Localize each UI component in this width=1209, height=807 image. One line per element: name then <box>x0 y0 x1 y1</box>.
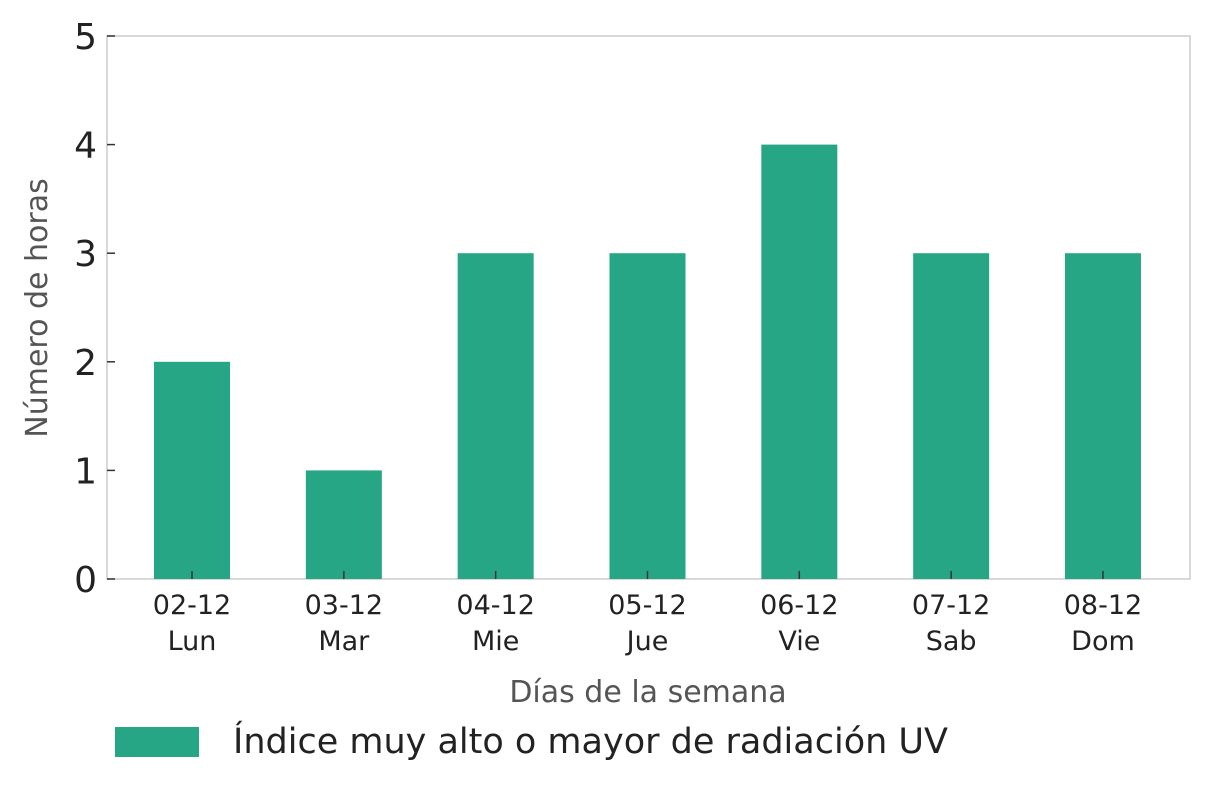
x-tick-label: 07-12 Sab <box>912 590 990 657</box>
x-tick-label: 02-12 Lun <box>153 590 231 657</box>
bar <box>761 144 838 579</box>
bar <box>913 253 990 579</box>
bar <box>457 253 534 579</box>
bars-group <box>154 144 1141 579</box>
bar <box>305 470 382 579</box>
x-tick-label: 04-12 Mie <box>456 590 534 657</box>
bar <box>609 253 686 579</box>
y-axis-ticks: 0 1 2 3 4 5 <box>74 17 115 601</box>
y-tick-label: 2 <box>74 343 97 384</box>
x-tick-label: 05-12 Jue <box>608 590 686 657</box>
y-tick-label: 3 <box>74 234 97 275</box>
x-axis-label: Días de la semana <box>509 675 786 710</box>
y-tick-label: 4 <box>74 126 97 167</box>
bar <box>1064 253 1141 579</box>
y-tick-label: 0 <box>74 560 97 601</box>
y-axis-label: Número de horas <box>20 178 55 437</box>
legend: Índice muy alto o mayor de radiación UV <box>115 722 948 762</box>
x-tick-label: 08-12 Dom <box>1064 590 1142 657</box>
bar <box>154 361 230 579</box>
y-tick-label: 1 <box>74 451 97 492</box>
legend-swatch <box>115 727 199 757</box>
x-axis-ticks: 02-12 Lun 03-12 Mar 04-12 Mie 05-12 Jue 06-12 Vie… <box>153 571 1142 657</box>
x-tick-label: 06-12 Vie <box>760 590 838 657</box>
legend-label: Índice muy alto o mayor de radiación UV <box>233 722 948 762</box>
x-tick-label: 03-12 Mar <box>305 590 383 657</box>
y-tick-label: 5 <box>74 17 97 58</box>
